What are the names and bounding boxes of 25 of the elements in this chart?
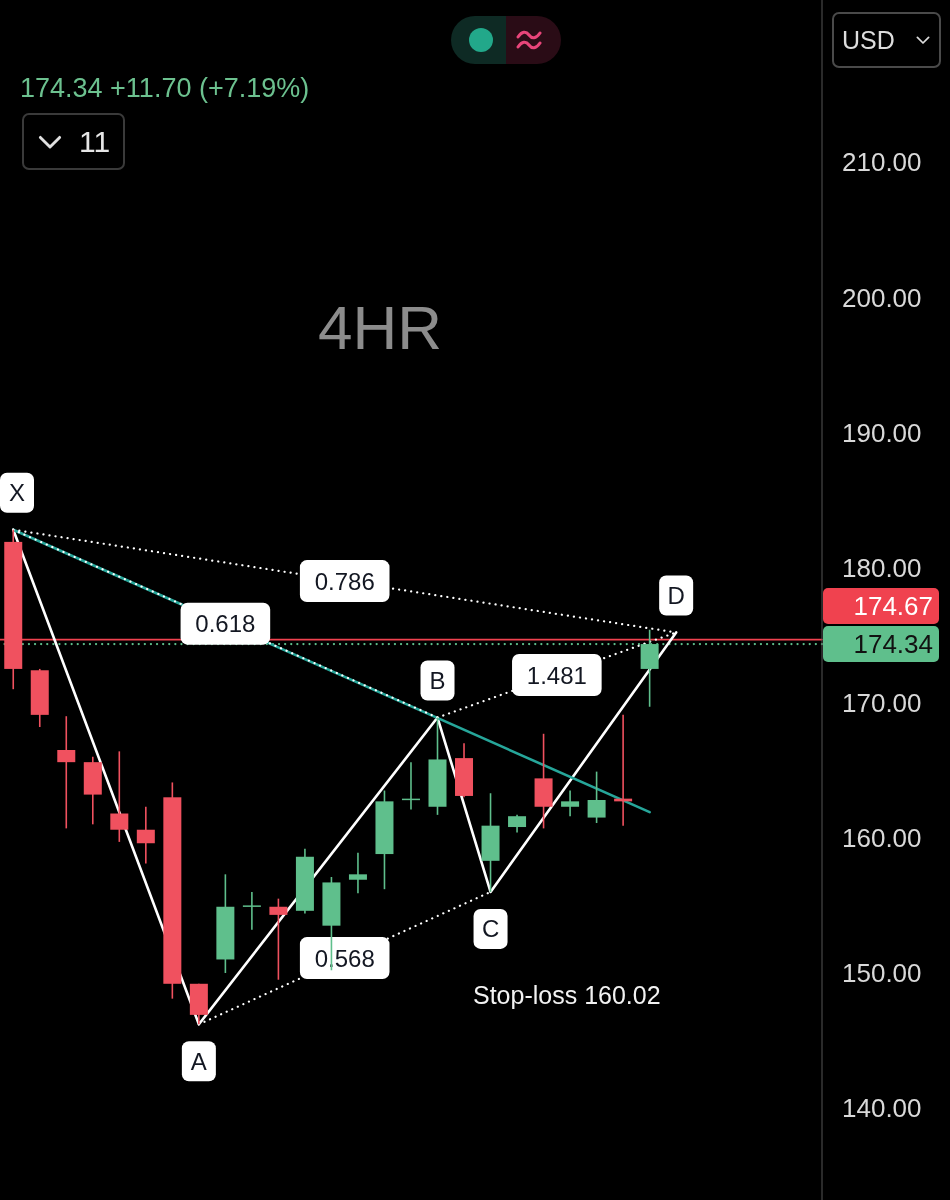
data-label: D <box>667 581 685 609</box>
annotation: 11 <box>79 125 111 159</box>
y-tick-label: 190.00 <box>842 417 922 448</box>
y-tick-label: 180.00 <box>842 552 922 583</box>
data-label: X <box>8 479 26 507</box>
text: 174.34 +11.70 (+7.19%) <box>20 72 310 104</box>
y-tick-label: 210.00 <box>842 147 922 178</box>
ref-line-label: 174.67 <box>853 591 933 622</box>
series-label: 1.481 <box>526 661 587 689</box>
annotation: Stop-loss 160.02 <box>473 980 661 1010</box>
data-label: B <box>429 667 446 695</box>
y-tick-label: 150.00 <box>842 958 922 989</box>
data-label: C <box>481 915 500 943</box>
y-tick-label: 170.00 <box>842 687 922 718</box>
series-label: 0.618 <box>195 610 256 638</box>
annotation: 4HR <box>317 292 443 364</box>
data-label: A <box>190 1047 207 1075</box>
y-tick-label: 160.00 <box>842 823 922 854</box>
dropdown: 11 <box>22 113 125 170</box>
y-tick-label: 140.00 <box>842 1093 922 1124</box>
series-label: 0.786 <box>314 567 375 595</box>
y-axis-title: USD <box>842 25 895 56</box>
dropdown: USD <box>832 12 941 68</box>
y-tick-label: 200.00 <box>842 282 922 313</box>
ref-line-label: 174.34 <box>853 629 933 660</box>
